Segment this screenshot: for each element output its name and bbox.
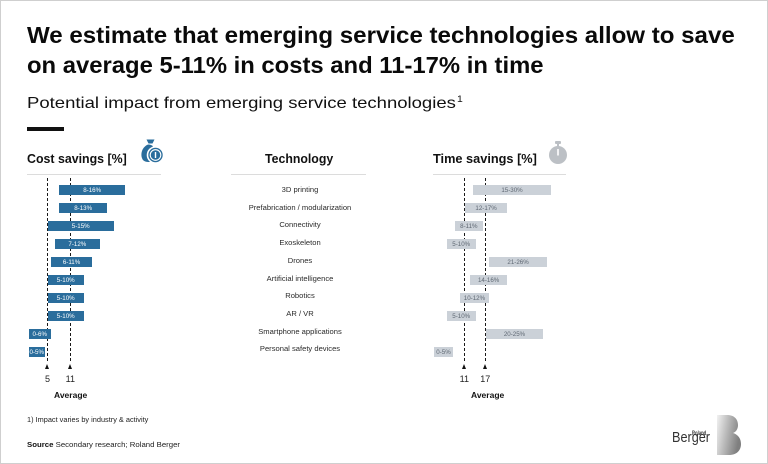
tech-header-wrap: Technology <box>265 150 334 168</box>
technology-label: Drones <box>287 255 313 265</box>
technology-label: Connectivity <box>279 220 321 230</box>
cost-bar-label: 5-15% <box>71 222 90 230</box>
cost-average-line <box>47 178 48 363</box>
technology-label: AR / VR <box>286 308 314 318</box>
technology-label: Smartphone applications <box>258 326 342 336</box>
time-bar: 10-12% <box>460 293 489 304</box>
cost-bar-label: 6-11% <box>62 258 81 266</box>
time-average-line <box>463 178 465 363</box>
logo-b-mark-icon <box>717 415 741 455</box>
subtitle-footnote-marker: 1 <box>457 94 463 104</box>
time-bar-label: 21-26% <box>507 258 529 266</box>
technology-label: Prefabrication / modularization <box>248 202 352 212</box>
cost-average-arrow-icon <box>45 364 49 369</box>
source-line: Source Secondary research; Roland Berger <box>27 440 180 450</box>
logo-text-large: Berger <box>672 429 711 446</box>
cost-header-wrap: Cost savings [%] <box>27 150 128 168</box>
time-average-line <box>484 178 486 363</box>
time-bar: 5-10% <box>447 239 476 250</box>
technology-label: Artificial intelligence <box>266 273 334 283</box>
logo-text-small: Roland <box>692 430 707 437</box>
page-title-line-2: on average 5-11% in costs and 11-17% in … <box>27 52 544 78</box>
title-line-2-wrap: on average 5-11% in costs and 11-17% in … <box>27 51 544 79</box>
cost-header-rule <box>27 174 161 175</box>
cost-bar: 7-12% <box>55 239 100 250</box>
stopwatch-icon <box>546 140 570 166</box>
cost-average-tick-label: 5 <box>44 374 50 384</box>
cost-bar-label: 0-5% <box>29 348 44 356</box>
time-bar-label: 0-5% <box>436 348 451 356</box>
cost-bar-label: 7-12% <box>68 240 87 248</box>
cost-bar-label: 8-16% <box>83 186 102 194</box>
time-bar-label: 10-12% <box>463 294 486 302</box>
cost-bar-label: 0-6% <box>32 330 47 338</box>
cost-average-arrow-icon <box>67 364 72 369</box>
accent-bar <box>27 127 64 131</box>
footnote: 1) Impact varies by industry & activity <box>27 415 149 424</box>
time-average-arrow-icon <box>461 364 466 369</box>
cost-bar: 5-10% <box>47 275 84 286</box>
source-wrap: Source Secondary research; Roland Berger <box>27 434 180 452</box>
time-bar-label: 5-10% <box>452 240 471 248</box>
subtitle: Potential impact from emerging service t… <box>27 94 463 115</box>
logo-small-wrap: Roland <box>692 422 714 440</box>
cost-bar: 5-10% <box>47 311 84 322</box>
time-average-arrow-icon <box>482 364 487 369</box>
time-bar: 12-17% <box>465 203 507 214</box>
cost-bar: 0-5% <box>28 347 45 358</box>
cost-savings-header: Cost savings [%] <box>27 152 127 166</box>
time-header-rule <box>433 174 566 175</box>
time-bar: 20-25% <box>486 329 543 340</box>
time-header-wrap: Time savings [%] <box>433 150 537 168</box>
time-bar: 0-5% <box>434 347 453 358</box>
time-average-tick-label: 11 <box>459 374 469 384</box>
source-text: Secondary research; Roland Berger <box>55 440 181 449</box>
cost-average-tick-label: 11 <box>65 374 75 384</box>
page-title-line-1: We estimate that emerging service techno… <box>27 22 735 48</box>
cost-bar: 5-10% <box>47 293 84 304</box>
cost-bar: 6-11% <box>51 257 92 268</box>
time-bar: 14-16% <box>470 275 507 286</box>
money-bag-icon <box>138 137 166 165</box>
time-bar: 21-26% <box>488 257 548 268</box>
time-bar-label: 15-30% <box>501 186 523 194</box>
subtitle-text: Potential impact from emerging service t… <box>27 95 456 112</box>
time-savings-header: Time savings [%] <box>433 152 537 166</box>
cost-average-label: Average <box>54 390 88 400</box>
logo-large-wrap: Berger <box>672 429 717 447</box>
source-label: Source <box>27 440 54 449</box>
technology-header-rule <box>231 174 366 175</box>
technology-header: Technology <box>265 152 334 166</box>
cost-bar: 0-6% <box>28 329 51 340</box>
cost-bar-label: 8-13% <box>74 204 93 212</box>
technology-label: Exoskeleton <box>279 238 321 248</box>
time-bar-label: 20-25% <box>503 330 526 338</box>
time-average-label: Average <box>471 390 505 400</box>
time-bar-label: 12-17% <box>475 204 497 212</box>
time-bar: 15-30% <box>473 185 551 195</box>
time-average-tick-label: 17 <box>480 374 491 384</box>
time-bar: 5-10% <box>447 311 476 322</box>
cost-bar: 8-16% <box>58 185 126 195</box>
time-bar: 8-11% <box>454 221 483 232</box>
cost-bar-label: 5-10% <box>56 294 75 302</box>
subtitle-wrap: Potential impact from emerging service t… <box>27 94 463 115</box>
time-bar-label: 14-16% <box>477 276 500 284</box>
cost-bar: 5-15% <box>47 221 114 232</box>
cost-bar: 8-13% <box>58 203 108 214</box>
technology-label: Robotics <box>285 291 315 301</box>
cost-bar-label: 5-10% <box>56 312 75 320</box>
cost-bar-label: 5-10% <box>56 276 75 284</box>
technology-label: 3D printing <box>281 185 319 194</box>
cost-average-line <box>69 178 71 363</box>
time-bar-label: 8-11% <box>460 222 478 230</box>
title-line-1-wrap: We estimate that emerging service techno… <box>27 21 735 49</box>
footnote-wrap: 1) Impact varies by industry & activity <box>27 409 152 427</box>
time-bar-label: 5-10% <box>452 312 471 320</box>
technology-label: Personal safety devices <box>259 344 341 354</box>
